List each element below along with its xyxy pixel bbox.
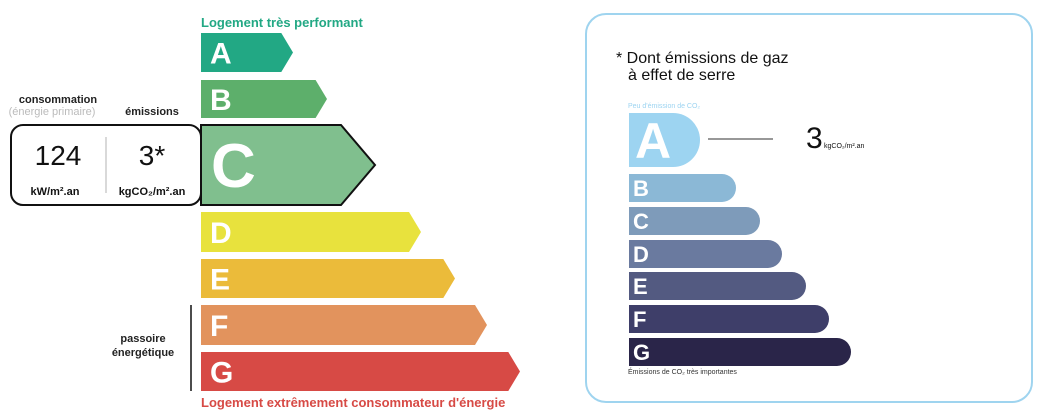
ges-class-letter: B xyxy=(633,176,649,201)
ges-top-caption: Peu d'émission de CO₂ xyxy=(628,103,700,110)
passoire-label-1: passoire xyxy=(120,333,165,345)
ges-class-letter: A xyxy=(635,113,671,169)
ges-value: 3 xyxy=(806,122,823,155)
ges-class-d xyxy=(629,240,782,268)
energy-class-letter: C xyxy=(211,132,256,201)
energy-class-letter: G xyxy=(210,357,233,390)
emissions-label: émissions xyxy=(125,106,179,118)
passoire-label-2: énergétique xyxy=(112,347,174,359)
energy-class-letter: A xyxy=(210,38,232,71)
bottom-caption: Logement extrêmement consommateur d'éner… xyxy=(201,395,505,410)
ges-title-2: à effet de serre xyxy=(628,67,735,84)
ges-class-e xyxy=(629,272,806,300)
energy-class-e xyxy=(201,259,455,298)
energy-class-b xyxy=(201,80,327,118)
energy-class-a xyxy=(201,33,293,72)
emissions-unit: kgCO₂/m².an xyxy=(119,186,186,198)
ges-class-g xyxy=(629,338,851,366)
ges-class-letter: C xyxy=(633,209,649,234)
ges-class-letter: E xyxy=(633,274,648,299)
consumption-label: consommation xyxy=(19,94,98,106)
ges-unit: kgCO₂/m².an xyxy=(824,143,865,150)
ges-title-1: * Dont émissions de gaz xyxy=(616,50,789,67)
ges-class-letter: D xyxy=(633,242,649,267)
energy-class-letter: B xyxy=(210,84,232,117)
energy-class-letter: F xyxy=(210,310,228,343)
energy-class-f xyxy=(201,305,487,345)
top-caption: Logement très performant xyxy=(201,15,363,30)
consumption-unit: kW/m².an xyxy=(31,186,80,198)
ges-class-f xyxy=(629,305,829,333)
energy-class-g xyxy=(201,352,520,391)
energy-class-letter: E xyxy=(210,264,230,297)
ges-bottom-caption: Émissions de CO₂ très importantes xyxy=(628,367,737,376)
consumption-value: 124 xyxy=(35,140,82,171)
ges-class-b xyxy=(629,174,736,202)
emissions-value: 3* xyxy=(139,140,166,171)
energy-class-d xyxy=(201,212,421,252)
ges-class-c xyxy=(629,207,760,235)
consumption-sublabel: (énergie primaire) xyxy=(9,106,96,118)
ges-class-letter: F xyxy=(633,307,646,332)
ges-class-a xyxy=(629,113,700,167)
energy-class-letter: D xyxy=(210,217,232,250)
ges-class-letter: G xyxy=(633,340,650,365)
